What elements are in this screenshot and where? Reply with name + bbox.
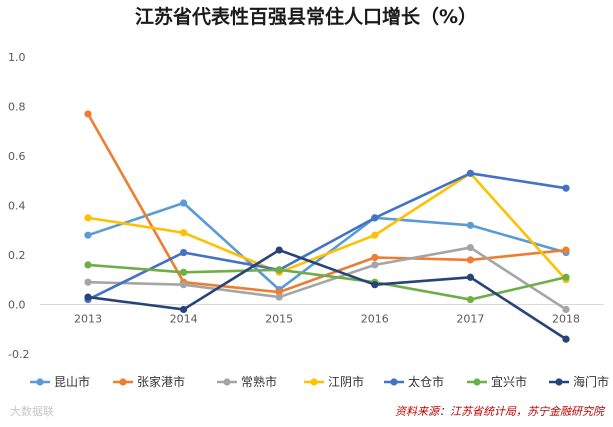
series-line <box>86 248 568 341</box>
watermark-text: 大数据联 <box>10 404 54 418</box>
y-tick-label: 0.4 <box>8 200 26 213</box>
x-tick-label: 2015 <box>265 313 293 326</box>
y-tick-label: 0.6 <box>8 150 26 163</box>
legend-label: 昆山市 <box>54 374 90 389</box>
legend-item: 太仓市 <box>384 374 444 389</box>
data-point <box>371 261 379 269</box>
x-tick-label: 2016 <box>361 313 389 326</box>
data-point <box>180 281 188 289</box>
legend-label: 江阴市 <box>328 374 364 389</box>
y-tick-label: 0.2 <box>8 249 26 262</box>
data-point <box>466 221 474 229</box>
legend-item: 张家港市 <box>113 374 185 389</box>
data-point <box>466 243 474 252</box>
legend-label: 张家港市 <box>137 374 185 389</box>
source-note: 资料来源：江苏省统计局，苏宁金融研究院 <box>395 405 606 418</box>
data-point <box>562 273 570 281</box>
legend-swatch-marker <box>223 378 231 386</box>
chart-title: 江苏省代表性百强县常住人口增长（%） <box>135 5 477 28</box>
data-point <box>275 246 283 254</box>
legend-swatch-marker <box>119 378 127 386</box>
legend: 昆山市 张家港市 常熟市 江阴市 太仓市 宜兴市 海门市 <box>30 374 609 389</box>
data-point <box>84 214 92 222</box>
legend-item: 江阴市 <box>304 374 364 389</box>
axis-layer: -0.2 0.0 0.2 0.4 0.6 0.8 1.0 2013 2014 2015 2016 20… <box>8 51 604 361</box>
data-point <box>466 169 474 177</box>
data-point <box>371 281 379 289</box>
y-tick-label: 0.8 <box>8 101 26 114</box>
series-6 <box>84 261 570 304</box>
data-point <box>466 256 474 264</box>
data-point <box>180 199 188 207</box>
series-line <box>86 172 568 282</box>
data-point <box>84 278 92 286</box>
y-tick-label: -0.2 <box>8 348 29 361</box>
data-point <box>180 229 188 237</box>
legend-item: 海门市 <box>549 374 609 389</box>
series-7 <box>84 246 570 343</box>
data-point <box>562 335 570 343</box>
series-1 <box>84 199 570 294</box>
series-line <box>86 172 568 301</box>
series-line <box>86 263 568 301</box>
legend-swatch-marker <box>390 378 398 386</box>
legend-label: 海门市 <box>573 374 609 389</box>
data-point <box>371 231 379 239</box>
data-point <box>466 273 474 281</box>
data-point <box>562 305 570 314</box>
data-point <box>84 261 92 269</box>
legend-swatch-marker <box>310 378 318 386</box>
data-point <box>180 268 188 276</box>
legend-swatch-marker <box>555 378 563 386</box>
series-line <box>86 246 568 311</box>
legend-label: 宜兴市 <box>491 374 527 389</box>
data-point <box>84 231 92 239</box>
legend-swatch-marker <box>473 378 481 386</box>
x-tick-label: 2013 <box>74 313 102 326</box>
series-3 <box>84 243 570 314</box>
legend-item: 宜兴市 <box>467 374 527 389</box>
y-tick-label: 1.0 <box>8 51 26 64</box>
x-tick-label: 2014 <box>170 313 198 326</box>
x-tick-label: 2018 <box>552 313 580 326</box>
data-point <box>562 246 570 254</box>
data-point <box>371 214 379 222</box>
data-point <box>275 293 283 301</box>
legend-item: 常熟市 <box>217 374 277 389</box>
data-point <box>84 293 92 301</box>
data-point <box>180 248 188 257</box>
data-point <box>180 305 188 314</box>
legend-swatch-marker <box>36 378 44 386</box>
y-tick-label: 0.0 <box>8 299 26 312</box>
series-layer <box>84 110 570 343</box>
legend-label: 常熟市 <box>241 374 277 389</box>
x-tick-label: 2017 <box>456 313 484 326</box>
data-point <box>275 288 283 296</box>
data-point <box>371 253 379 262</box>
data-point <box>562 184 570 192</box>
legend-item: 昆山市 <box>30 374 90 389</box>
data-point <box>466 295 474 304</box>
data-point <box>84 110 92 118</box>
data-point <box>275 266 283 274</box>
legend-label: 太仓市 <box>408 374 444 389</box>
